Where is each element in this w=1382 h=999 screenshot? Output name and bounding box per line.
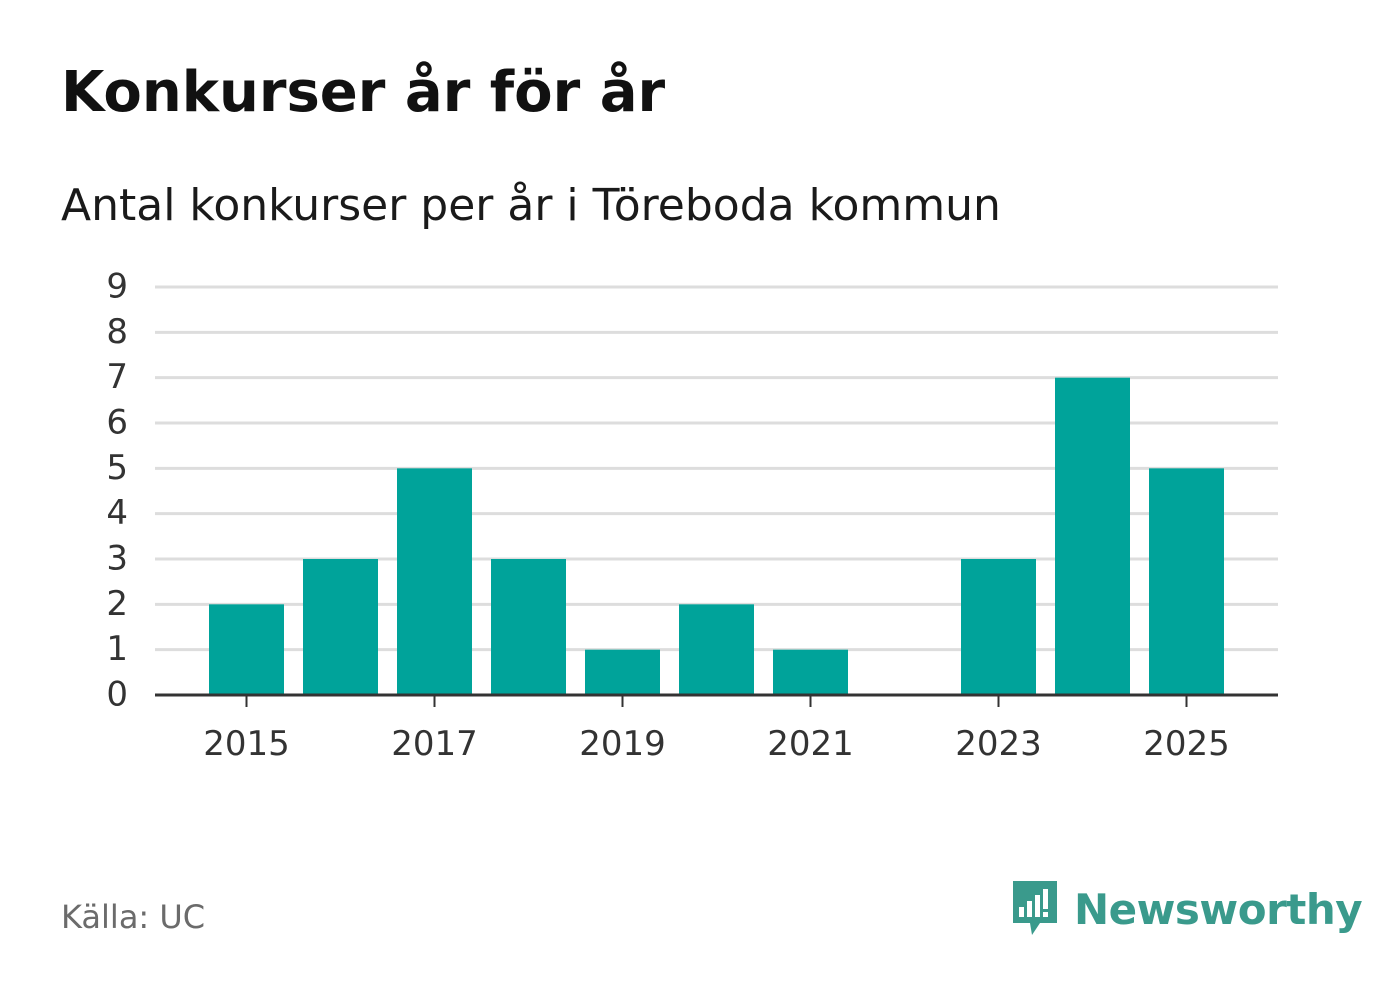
bar <box>397 468 472 695</box>
bar-chart: 0 1 2 3 4 5 6 7 8 9 2015 2017 2019 2021 2023 2025 <box>106 267 1278 765</box>
axes <box>155 693 1278 707</box>
bar <box>961 559 1036 695</box>
bar <box>679 604 754 695</box>
y-tick-label: 4 <box>106 493 128 533</box>
bar <box>491 559 566 695</box>
x-tick-label: 2021 <box>767 724 854 764</box>
y-tick-label: 6 <box>106 403 128 443</box>
bar <box>209 604 284 695</box>
y-tick-label: 5 <box>106 448 128 488</box>
y-tick-label: 3 <box>106 539 128 579</box>
bar <box>585 649 660 695</box>
y-tick-label: 0 <box>106 675 128 715</box>
x-tick-label: 2017 <box>391 724 478 764</box>
brand-name: Newsworthy <box>1074 884 1363 934</box>
bars <box>209 377 1224 695</box>
brand-logo: Newsworthy <box>1010 878 1363 940</box>
x-tick-label: 2023 <box>955 724 1042 764</box>
tick-labels: 0 1 2 3 4 5 6 7 8 9 2015 2017 2019 2021 2023 2025 <box>106 267 1229 765</box>
y-tick-label: 7 <box>106 357 128 397</box>
x-tick-label: 2015 <box>203 724 290 764</box>
bar <box>303 559 378 695</box>
bar <box>1055 377 1130 695</box>
y-tick-label: 2 <box>106 584 128 624</box>
x-tick-label: 2019 <box>579 724 666 764</box>
bar <box>1149 468 1224 695</box>
newsworthy-logo-icon <box>1013 881 1057 935</box>
y-tick-label: 8 <box>106 312 128 352</box>
chart-subtitle: Antal konkurser per år i Töreboda kommun <box>61 180 1001 231</box>
y-tick-label: 1 <box>106 629 128 669</box>
bar <box>773 649 848 695</box>
x-tick-label: 2025 <box>1143 724 1230 764</box>
chart-title: Konkurser år för år <box>61 60 666 125</box>
y-tick-label: 9 <box>106 267 128 307</box>
source-note: Källa: UC <box>61 898 206 936</box>
